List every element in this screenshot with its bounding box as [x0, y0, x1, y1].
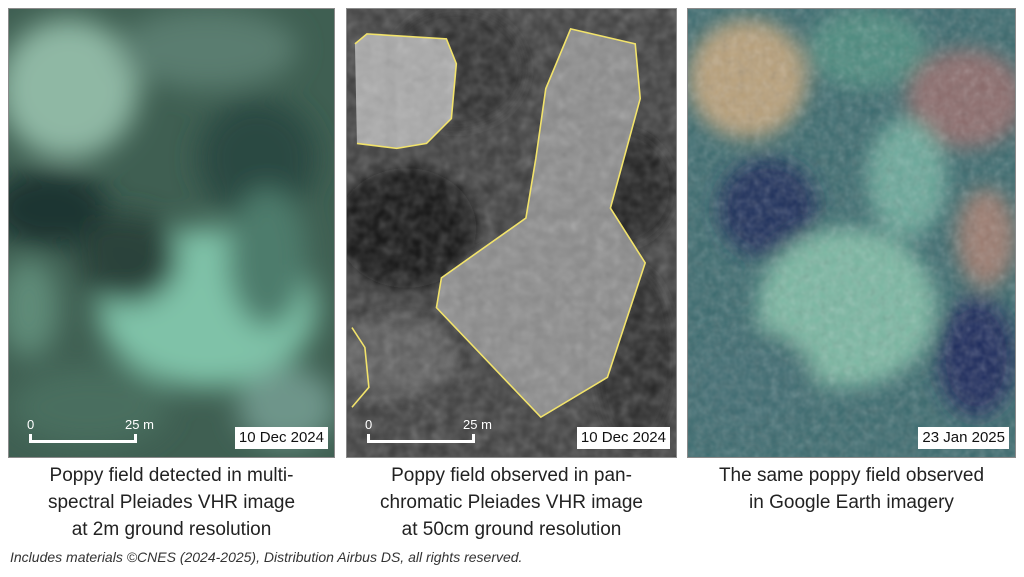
caption-panchromatic: Poppy field observed in pan- chromatic P… — [346, 462, 677, 543]
multispectral-image-panel: 0 25 m 10 Dec 2024 — [8, 8, 335, 458]
scale-bar: 0 25 m — [365, 417, 492, 447]
google-earth-image-panel: 23 Jan 2025 — [687, 8, 1016, 458]
field-outline-left — [354, 33, 458, 150]
caption-line: chromatic Pleiades VHR image — [380, 492, 643, 513]
scale-max-label: 25 m — [463, 417, 492, 432]
caption-google-earth: The same poppy field observed in Google … — [687, 462, 1016, 516]
caption-line: at 50cm ground resolution — [401, 519, 622, 540]
multispectral-satellite-image — [9, 9, 334, 457]
scale-bar-line — [367, 440, 475, 443]
date-label: 10 Dec 2024 — [576, 427, 670, 449]
date-label: 23 Jan 2025 — [918, 427, 1009, 449]
copyright-credit: Includes materials ©CNES (2024-2025), Di… — [10, 549, 523, 565]
field-outline-bottom-left — [351, 327, 370, 408]
scale-max-label: 25 m — [125, 417, 154, 432]
scale-zero-label: 0 — [365, 417, 373, 432]
caption-line: spectral Pleiades VHR image — [47, 492, 296, 513]
caption-line: Poppy field detected in multi- — [49, 465, 294, 486]
poppy-field-outline — [435, 27, 647, 419]
scale-bar-line — [29, 440, 137, 443]
scale-bar: 0 25 m — [27, 417, 154, 447]
caption-line: in Google Earth imagery — [749, 492, 954, 513]
panchromatic-satellite-image — [347, 9, 676, 457]
caption-multispectral: Poppy field detected in multi- spectral … — [8, 462, 335, 543]
panchromatic-image-panel: 0 25 m 10 Dec 2024 — [346, 8, 677, 458]
scale-zero-label: 0 — [27, 417, 35, 432]
date-label: 10 Dec 2024 — [234, 427, 328, 449]
google-earth-image — [688, 9, 1015, 457]
caption-line: Poppy field observed in pan- — [391, 465, 632, 486]
caption-line: at 2m ground resolution — [71, 519, 272, 540]
caption-line: The same poppy field observed — [718, 465, 985, 486]
